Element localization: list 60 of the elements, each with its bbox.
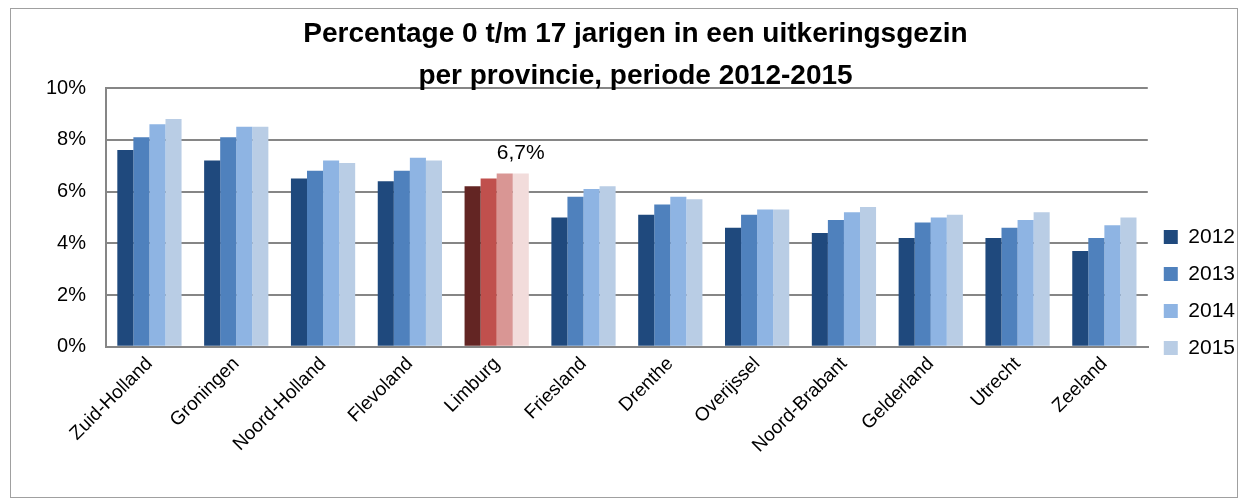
bar (946, 214, 963, 346)
bar (307, 170, 324, 346)
bar (930, 217, 947, 346)
bar (236, 126, 253, 346)
bar (741, 214, 758, 346)
y-tick-label: 8% (57, 127, 87, 150)
bar (1033, 212, 1050, 346)
bar (599, 186, 616, 346)
bar (985, 238, 1002, 346)
bar (860, 207, 877, 346)
bar (496, 173, 513, 346)
bar (567, 196, 584, 346)
legend-label: 2014 (1188, 297, 1236, 321)
bar (512, 173, 529, 346)
bar (757, 209, 774, 346)
bar (133, 137, 150, 346)
bar (811, 232, 828, 346)
bar (843, 212, 860, 346)
y-tick-label: 0% (57, 334, 87, 357)
bar (165, 119, 182, 346)
bar (149, 124, 166, 346)
bar (204, 160, 221, 346)
y-tick-label: 6% (57, 179, 87, 202)
bar (252, 126, 269, 346)
bar (393, 170, 410, 346)
bar (117, 150, 134, 346)
bar (464, 186, 481, 346)
bar (1104, 225, 1121, 346)
bar (1088, 238, 1105, 346)
bar (914, 222, 931, 346)
bar (220, 137, 237, 346)
bar (1072, 251, 1089, 346)
bar (827, 219, 844, 346)
legend-label: 2015 (1188, 334, 1235, 358)
bar (898, 238, 915, 346)
bar (1001, 227, 1018, 346)
bar (1120, 217, 1137, 346)
legend-label: 2013 (1188, 260, 1235, 284)
bar (480, 178, 497, 346)
bar (583, 188, 600, 346)
bar (670, 196, 687, 346)
data-label: 6,7% (496, 139, 545, 163)
bar (409, 157, 426, 346)
y-tick-label: 2% (57, 282, 87, 305)
y-tick-label: 4% (57, 230, 87, 253)
bar (425, 160, 442, 346)
bar (290, 178, 307, 346)
bar (339, 163, 356, 346)
bar (773, 209, 790, 346)
bar (654, 204, 671, 346)
y-tick-label: 10% (46, 75, 87, 98)
bar (1017, 219, 1034, 346)
bar (725, 227, 742, 346)
chart-title: Percentage 0 t/m 17 jarigen in een uitkeringsgezin per provincie, periode 2012-2015 (303, 16, 968, 90)
bar (686, 199, 703, 346)
bar (377, 181, 394, 346)
bar (323, 160, 340, 346)
legend-label: 2012 (1188, 223, 1235, 247)
bar (551, 217, 568, 346)
bar (638, 214, 655, 346)
